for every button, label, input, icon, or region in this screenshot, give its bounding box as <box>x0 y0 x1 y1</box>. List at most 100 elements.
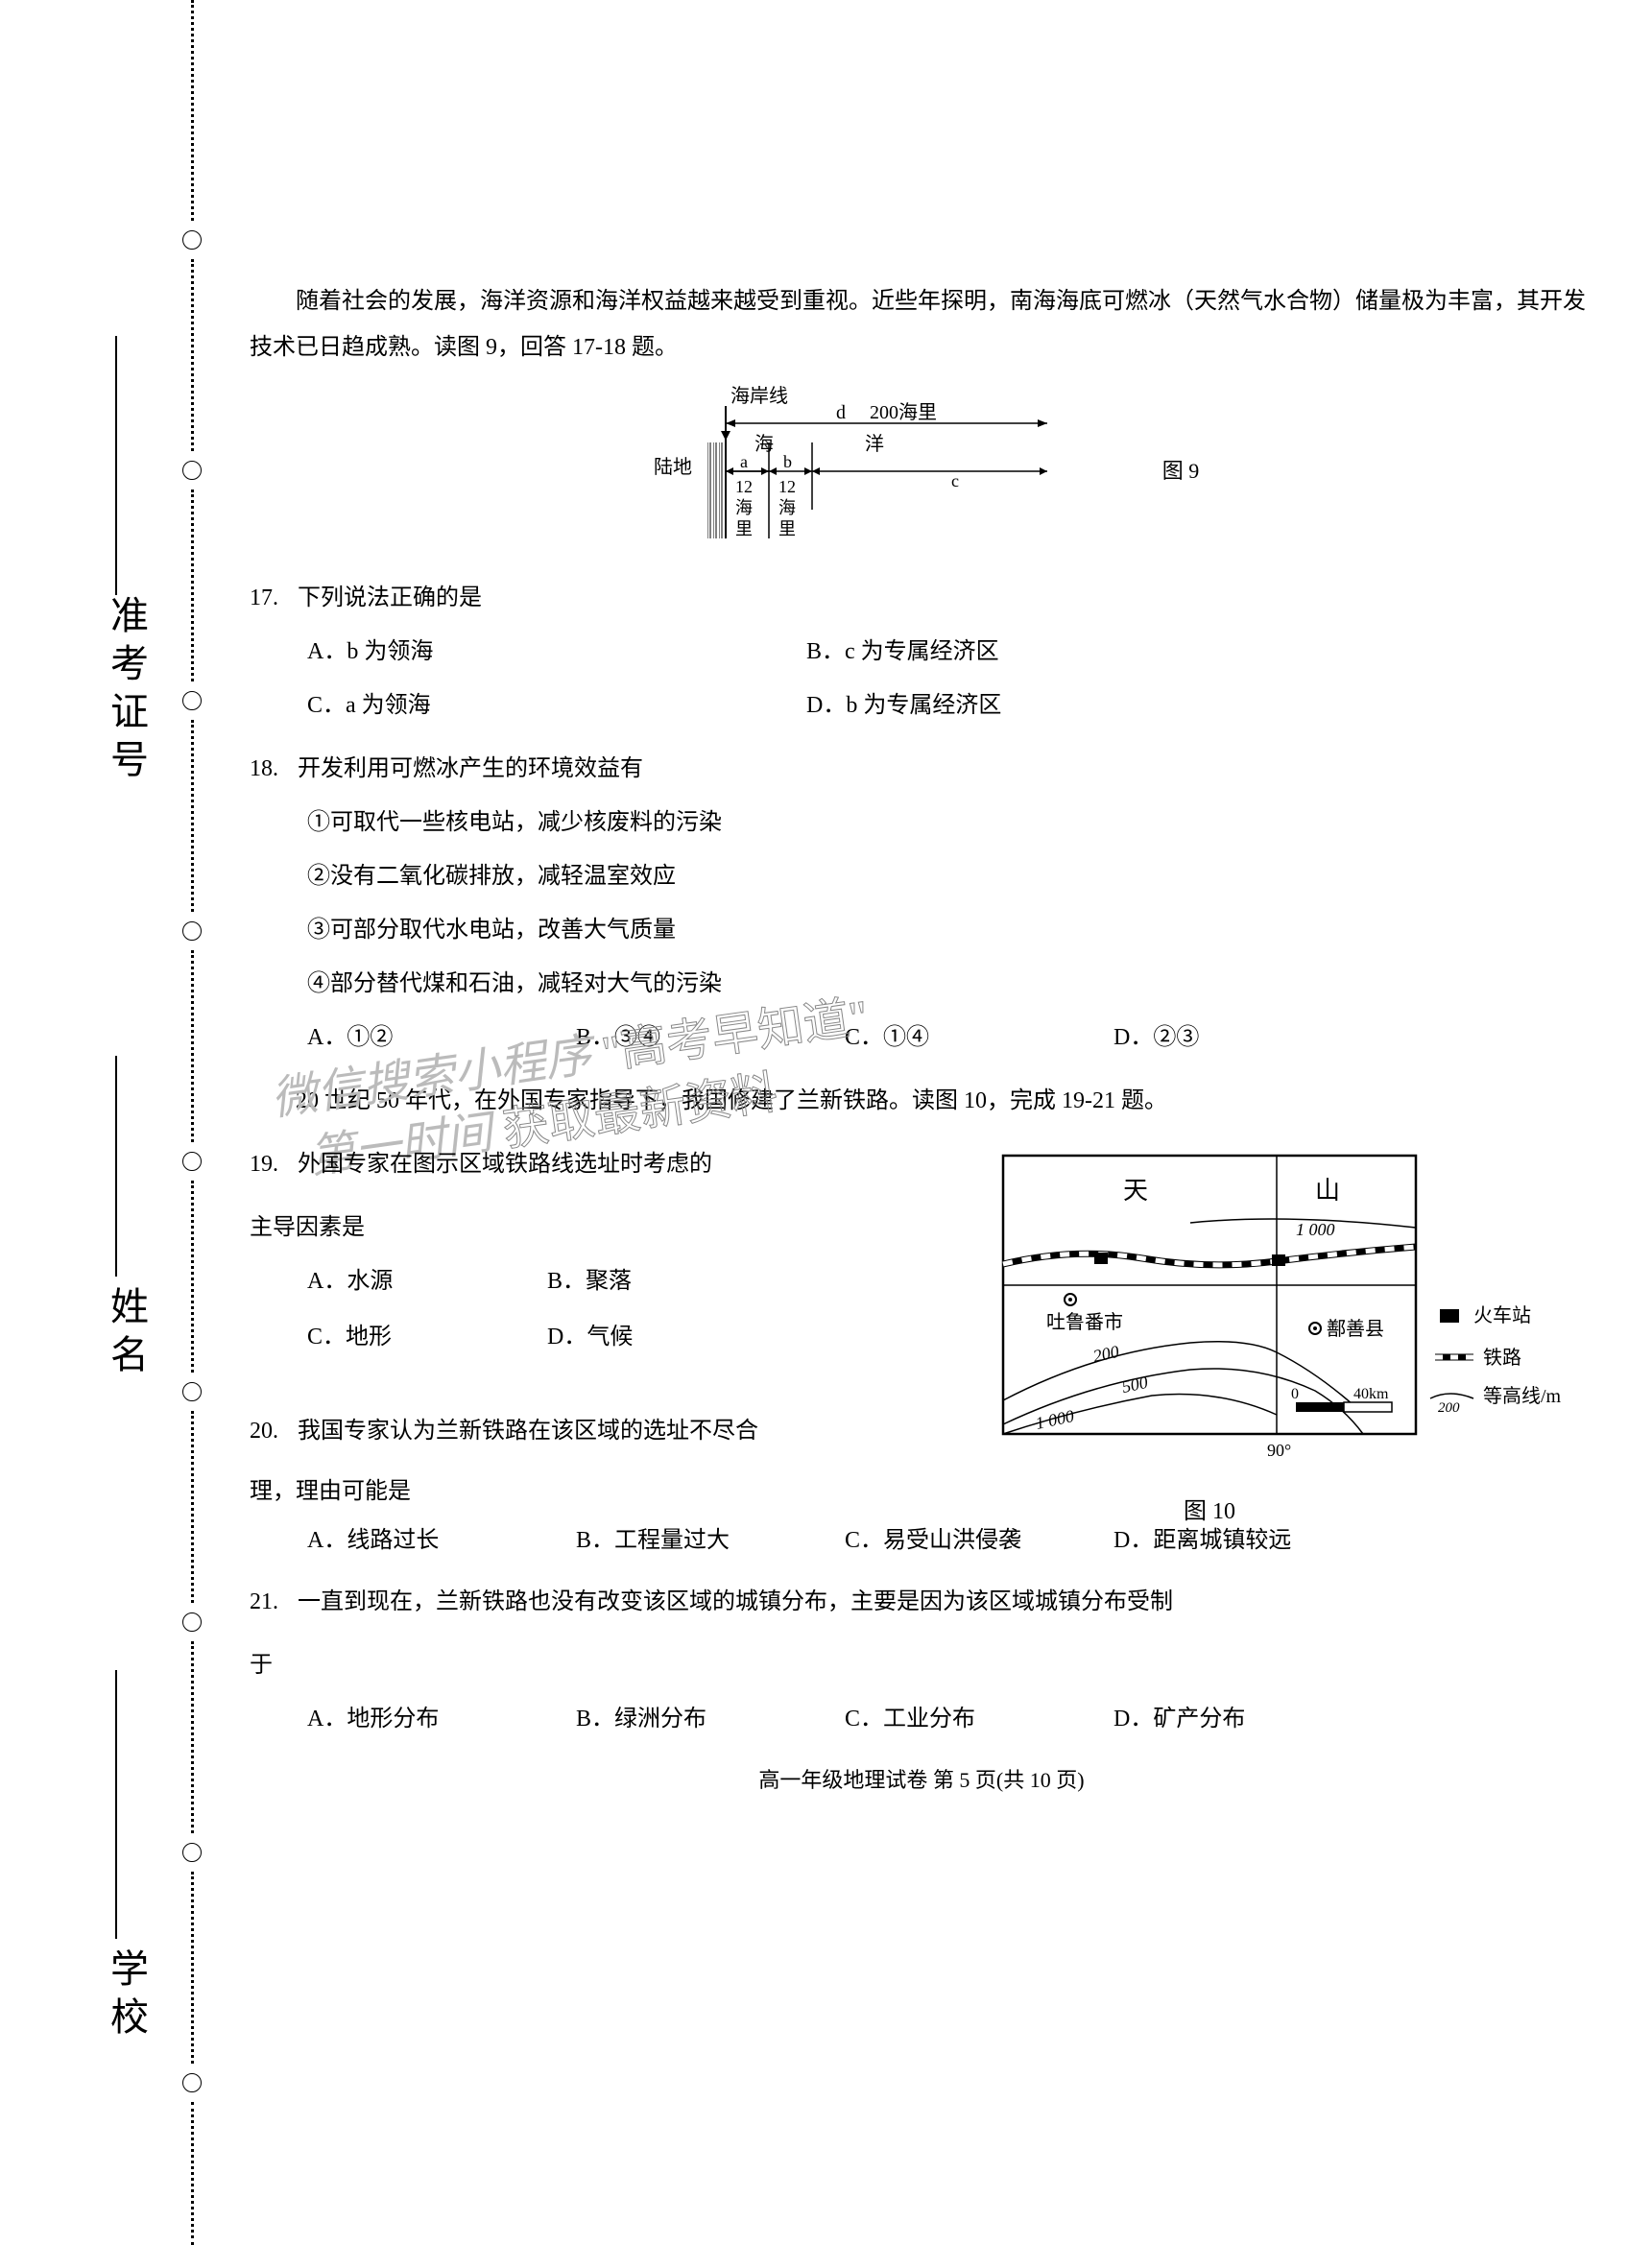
q21-stem: 一直到现在，兰新铁路也没有改变该区域的城镇分布，主要是因为该区域城镇分布受制 <box>298 1589 1173 1614</box>
passage-1: 随着社会的发展，海洋资源和海洋权益越来越受到重视。近些年探明，南海海底可燃冰（天… <box>250 278 1593 370</box>
svg-text:12: 12 <box>778 477 796 496</box>
q17-options: A．b 为领海 B．c 为专属经济区 C．a 为领海 D．b 为专属经济区 <box>250 629 1593 728</box>
q17-opt-c: C．a 为领海 <box>307 682 806 728</box>
binding-circle <box>182 230 202 250</box>
q18-item-2: ②没有二氧化碳排放，减轻温室效应 <box>307 853 1593 899</box>
content-area: 随着社会的发展，海洋资源和海洋权益越来越受到重视。近些年探明，南海海底可燃冰（天… <box>250 278 1593 1800</box>
svg-text:500: 500 <box>1120 1373 1150 1397</box>
binding-circle <box>182 921 202 941</box>
svg-text:海: 海 <box>778 498 796 517</box>
q18-opt-b: B．③④ <box>576 1015 845 1061</box>
svg-text:里: 里 <box>778 519 796 538</box>
q19-stem2: 主导因素是 <box>250 1205 970 1251</box>
svg-text:1 000: 1 000 <box>1296 1220 1335 1239</box>
binding-circle <box>182 461 202 480</box>
q18-opt-d: D．②③ <box>1113 1015 1382 1061</box>
passage-2: 20 世纪 50 年代，在外国专家指导下，我国修建了兰新铁路。读图 10，完成 … <box>250 1078 1593 1124</box>
q21-opt-a: A．地形分布 <box>307 1696 576 1742</box>
q18-stem: 开发利用可燃冰产生的环境效益有 <box>298 756 643 781</box>
question-21: 21.一直到现在，兰新铁路也没有改变该区域的城镇分布，主要是因为该区域城镇分布受… <box>250 1579 1593 1742</box>
svg-text:90°: 90° <box>1267 1441 1291 1460</box>
binding-dotted <box>191 0 194 221</box>
q18-item-4: ④部分替代煤和石油，减轻对大气的污染 <box>307 961 1593 1007</box>
binding-circle <box>182 691 202 710</box>
q19-opt-b: B．聚落 <box>547 1258 787 1304</box>
q20-opt-a: A．线路过长 <box>307 1520 576 1562</box>
q18-options: A．①② B．③④ C．①④ D．②③ <box>250 1015 1593 1061</box>
question-18: 18.开发利用可燃冰产生的环境效益有 ①可取代一些核电站，减少核废料的污染 ②没… <box>250 746 1593 1061</box>
svg-text:陆地: 陆地 <box>654 456 692 478</box>
question-17: 17.下列说法正确的是 A．b 为领海 B．c 为专属经济区 C．a 为领海 D… <box>250 575 1593 728</box>
svg-text:火车站: 火车站 <box>1473 1304 1531 1326</box>
q18-opt-c: C．①④ <box>845 1015 1113 1061</box>
q19-stem: 外国专家在图示区域铁路线选址时考虑的 <box>298 1152 712 1177</box>
figure-10: 天 山 1 000 200 500 1 000 <box>998 1151 1603 1533</box>
svg-text:吐鲁番市: 吐鲁番市 <box>1046 1311 1123 1333</box>
binding-dotted <box>191 490 194 681</box>
svg-text:d: d <box>836 402 846 423</box>
q19-num: 19. <box>250 1141 298 1187</box>
q18-items: ①可取代一些核电站，减少核废料的污染 ②没有二氧化碳排放，减轻温室效应 ③可部分… <box>250 800 1593 1007</box>
svg-text:鄯善县: 鄯善县 <box>1327 1318 1384 1340</box>
question-19: 19.外国专家在图示区域铁路线选址时考虑的 主导因素是 A．水源 B．聚落 C．… <box>250 1141 970 1360</box>
svg-text:0: 0 <box>1291 1386 1299 1402</box>
binding-dotted <box>191 1411 194 1603</box>
svg-text:海: 海 <box>735 498 753 517</box>
figure-10-caption: 图 10 <box>998 1492 1421 1533</box>
figure-9-svg: 海岸线 d 200海里 海 洋 a b <box>644 385 1105 558</box>
bind-underline <box>115 1670 117 1939</box>
svg-text:200海里: 200海里 <box>870 401 937 423</box>
svg-text:山: 山 <box>1315 1177 1340 1205</box>
q17-opt-b: B．c 为专属经济区 <box>806 629 1305 675</box>
bind-label-name: 姓名 <box>91 1286 160 1382</box>
bind-underline <box>115 336 117 595</box>
q21-opt-d: D．矿产分布 <box>1113 1696 1382 1742</box>
q18-item-1: ①可取代一些核电站，减少核废料的污染 <box>307 800 1593 846</box>
binding-dotted <box>191 2102 194 2245</box>
q21-options: A．地形分布 B．绿洲分布 C．工业分布 D．矿产分布 <box>250 1696 1593 1742</box>
binding-circle <box>182 2073 202 2092</box>
svg-text:200: 200 <box>1091 1342 1121 1366</box>
svg-text:1 000: 1 000 <box>1034 1406 1076 1433</box>
q17-opt-a: A．b 为领海 <box>307 629 806 675</box>
svg-text:天: 天 <box>1123 1177 1148 1205</box>
q21-stem2: 于 <box>250 1642 1593 1688</box>
binding-dotted <box>191 259 194 451</box>
svg-text:40km: 40km <box>1353 1386 1389 1402</box>
q21-num: 21. <box>250 1579 298 1625</box>
binding-circle <box>182 1382 202 1401</box>
figure-9: 海岸线 d 200海里 海 洋 a b <box>250 385 1593 558</box>
svg-text:b: b <box>783 452 792 471</box>
q21-opt-c: C．工业分布 <box>845 1696 1113 1742</box>
question-20: 20.我国专家认为兰新铁路在该区域的选址不尽合 <box>250 1408 970 1454</box>
q20-num: 20. <box>250 1408 298 1454</box>
svg-text:海岸线: 海岸线 <box>730 385 788 407</box>
q18-num: 18. <box>250 746 298 792</box>
binding-dotted <box>191 950 194 1142</box>
q20-stem: 我国专家认为兰新铁路在该区域的选址不尽合 <box>298 1419 758 1444</box>
svg-text:a: a <box>740 452 748 471</box>
svg-text:等高线/m: 等高线/m <box>1483 1385 1562 1407</box>
svg-text:12: 12 <box>735 477 753 496</box>
binding-dotted <box>191 1872 194 2064</box>
binding-dotted <box>191 720 194 912</box>
svg-text:铁路: 铁路 <box>1483 1347 1521 1369</box>
binding-circle <box>182 1152 202 1171</box>
q20-opt-b: B．工程量过大 <box>576 1520 845 1562</box>
q18-opt-a: A．①② <box>307 1015 576 1061</box>
figure-10-svg: 天 山 1 000 200 500 1 000 <box>998 1151 1603 1468</box>
binding-dotted <box>191 1181 194 1373</box>
binding-circle <box>182 1843 202 1862</box>
binding-circle <box>182 1612 202 1632</box>
svg-text:里: 里 <box>735 519 753 538</box>
q17-num: 17. <box>250 575 298 621</box>
bind-label-exam-id: 准考证号 <box>91 595 160 787</box>
svg-text:洋: 洋 <box>865 433 884 455</box>
page-footer: 高一年级地理试卷 第 5 页(共 10 页) <box>250 1761 1593 1800</box>
q21-opt-b: B．绿洲分布 <box>576 1696 845 1742</box>
q17-stem: 下列说法正确的是 <box>298 585 482 610</box>
binding-dotted <box>191 1641 194 1833</box>
bind-underline <box>115 1056 117 1277</box>
svg-text:海: 海 <box>754 433 774 455</box>
q19-opt-d: D．气候 <box>547 1314 787 1360</box>
